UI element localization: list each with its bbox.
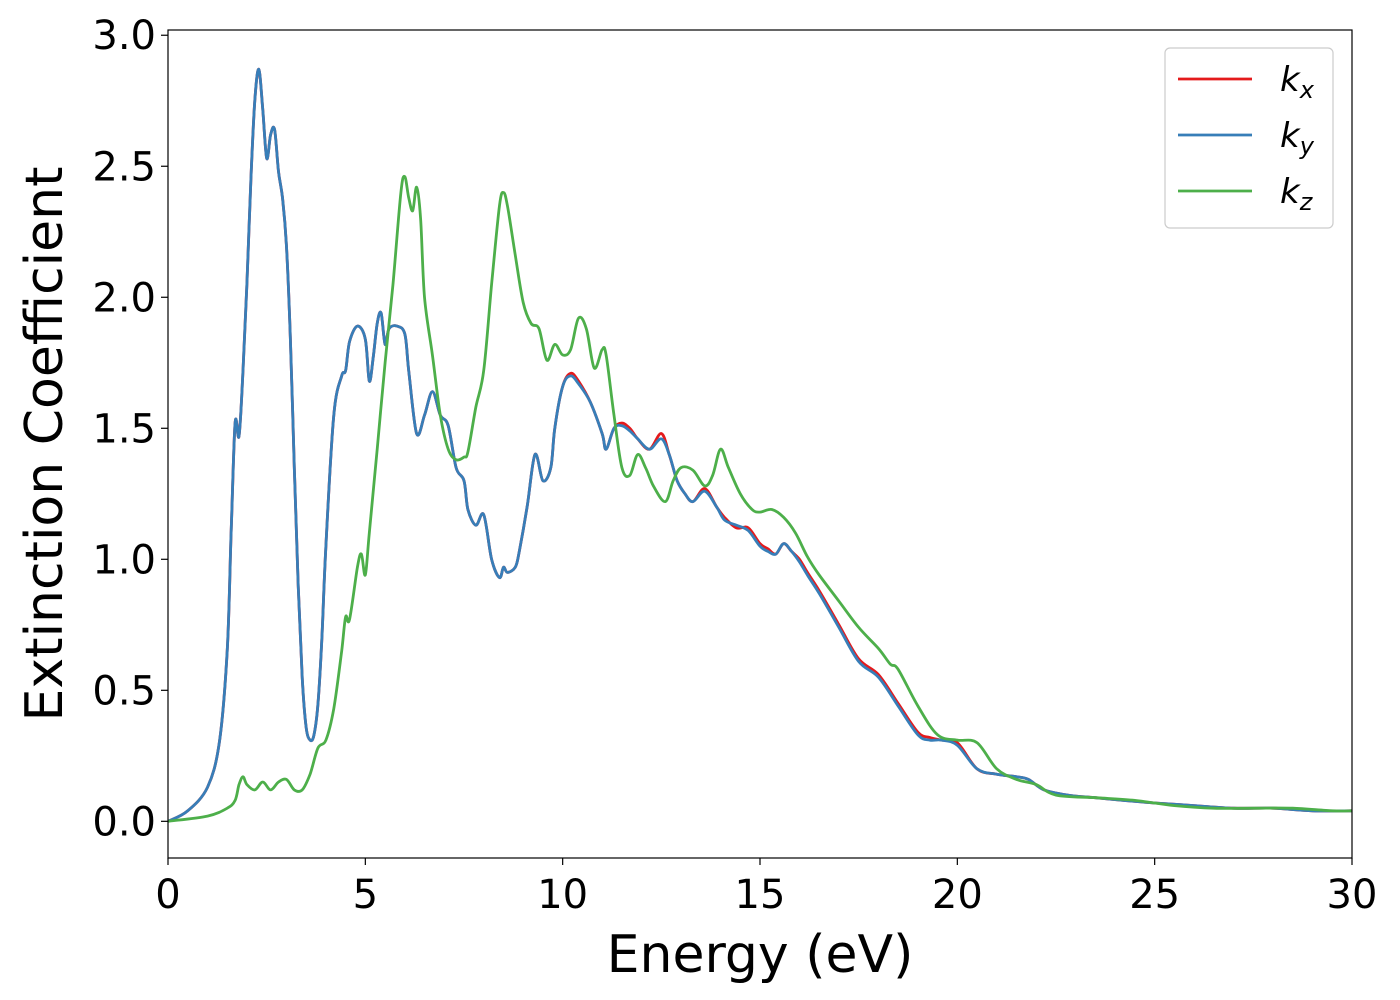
x-axis-title: Energy (eV) <box>607 925 914 985</box>
series-layer <box>168 67 1352 823</box>
x-tick-label: 5 <box>353 872 378 918</box>
y-tick-label: 0.5 <box>92 668 156 714</box>
x-tick-label: 0 <box>155 872 180 918</box>
y-tick-label: 1.0 <box>92 537 156 583</box>
x-tick-label: 15 <box>735 872 786 918</box>
legend: kx ky kz <box>1164 47 1334 229</box>
series-line-kz <box>168 174 1352 823</box>
x-tick-label: 10 <box>537 872 588 918</box>
series-line-ky <box>168 67 1352 823</box>
x-tick-label: 25 <box>1129 872 1180 918</box>
legend-label: kx <box>1280 60 1315 104</box>
legend-label: kz <box>1280 172 1314 216</box>
y-tick-label: 2.5 <box>92 144 156 190</box>
x-tick-label: 20 <box>932 872 983 918</box>
y-tick-label: 3.0 <box>92 13 156 59</box>
y-tick-label: 2.0 <box>92 275 156 321</box>
x-tick-label: 30 <box>1327 872 1378 918</box>
y-axis-title: Extinction Coefficient <box>15 167 75 722</box>
y-tick-label: 0.0 <box>92 799 156 845</box>
legend-box <box>1164 47 1334 229</box>
y-axis: 0.0 0.5 1.0 1.5 2.0 2.5 3.0 <box>92 13 168 845</box>
x-axis: 0 5 10 15 20 25 30 <box>155 858 1377 918</box>
legend-label: ky <box>1280 116 1315 160</box>
y-tick-label: 1.5 <box>92 406 156 452</box>
